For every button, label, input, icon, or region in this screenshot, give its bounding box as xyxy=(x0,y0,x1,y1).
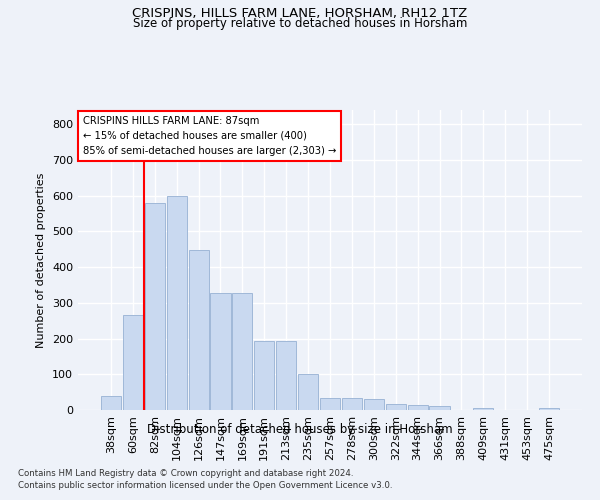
Bar xyxy=(232,293,253,410)
Bar xyxy=(188,250,209,410)
Bar xyxy=(145,203,165,410)
Y-axis label: Number of detached properties: Number of detached properties xyxy=(37,172,46,348)
Bar xyxy=(211,293,230,410)
Text: Contains public sector information licensed under the Open Government Licence v3: Contains public sector information licen… xyxy=(18,481,392,490)
Bar xyxy=(430,406,449,410)
Bar xyxy=(364,400,384,410)
Bar xyxy=(539,408,559,410)
Text: Size of property relative to detached houses in Horsham: Size of property relative to detached ho… xyxy=(133,18,467,30)
Bar xyxy=(167,196,187,410)
Bar xyxy=(407,405,428,410)
Bar xyxy=(473,408,493,410)
Bar xyxy=(123,316,143,410)
Bar xyxy=(101,396,121,410)
Bar xyxy=(342,398,362,410)
Bar xyxy=(254,342,274,410)
Bar xyxy=(298,374,318,410)
Text: Contains HM Land Registry data © Crown copyright and database right 2024.: Contains HM Land Registry data © Crown c… xyxy=(18,468,353,477)
Bar xyxy=(386,404,406,410)
Bar xyxy=(276,342,296,410)
Text: Distribution of detached houses by size in Horsham: Distribution of detached houses by size … xyxy=(147,422,453,436)
Text: CRISPINS, HILLS FARM LANE, HORSHAM, RH12 1TZ: CRISPINS, HILLS FARM LANE, HORSHAM, RH12… xyxy=(133,8,467,20)
Text: CRISPINS HILLS FARM LANE: 87sqm
← 15% of detached houses are smaller (400)
85% o: CRISPINS HILLS FARM LANE: 87sqm ← 15% of… xyxy=(83,116,337,156)
Bar xyxy=(320,398,340,410)
